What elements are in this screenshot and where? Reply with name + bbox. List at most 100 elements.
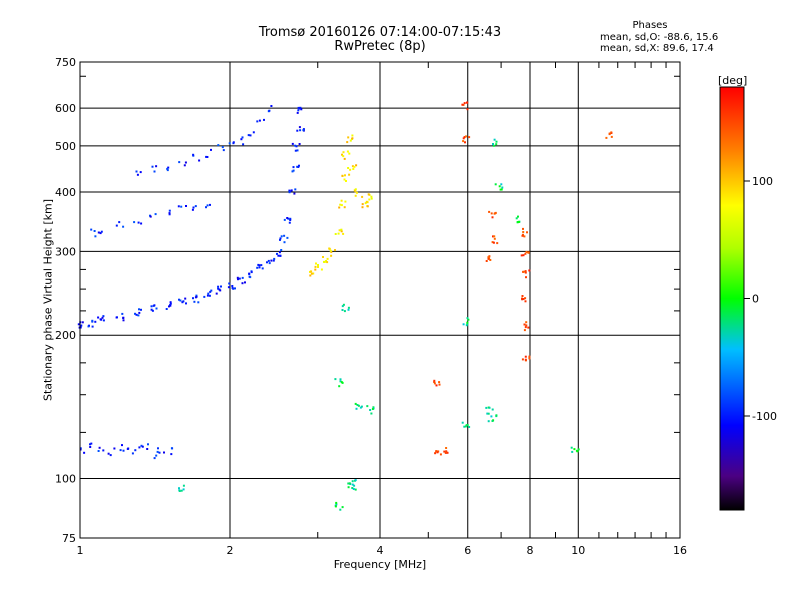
echo-point [326, 257, 329, 260]
echo-point [351, 480, 354, 483]
echo-point [369, 409, 372, 411]
echo-point [158, 451, 161, 454]
echo-point [289, 219, 292, 221]
echo-point [171, 447, 174, 450]
echo-point [178, 487, 180, 490]
echo-point [366, 405, 369, 408]
echo-point [351, 165, 354, 168]
plot-frame [79, 61, 681, 539]
echo-point [93, 230, 96, 232]
echo-point [464, 141, 466, 144]
echo-point [131, 452, 134, 455]
echo-point [522, 227, 524, 230]
echo-point [191, 208, 194, 211]
echo-point [493, 212, 496, 215]
echo-point [523, 329, 526, 332]
echo-point [215, 292, 218, 295]
echo-point [608, 133, 611, 136]
echo-point [273, 257, 276, 260]
echo-point [435, 450, 438, 453]
echo-point [185, 205, 187, 207]
echo-point [322, 256, 324, 258]
echo-point [185, 302, 187, 305]
echo-point [293, 192, 296, 195]
echo-point [320, 268, 323, 271]
grid-lines [80, 62, 680, 538]
echo-point [146, 448, 149, 450]
echo-point [354, 402, 357, 405]
echo-point [365, 200, 368, 203]
echo-point [151, 165, 154, 168]
echo-point [492, 241, 495, 244]
echo-point [260, 264, 263, 267]
echo-point [206, 294, 209, 297]
echo-point [178, 298, 180, 301]
echo-point [525, 251, 528, 253]
echo-point [317, 264, 319, 266]
echo-point [438, 383, 441, 386]
echo-point [138, 311, 141, 314]
echo-point [206, 156, 209, 158]
echo-point [353, 484, 356, 487]
echo-point [168, 209, 171, 212]
echo-point [240, 138, 243, 141]
echo-point [463, 425, 466, 428]
echo-point [314, 268, 317, 271]
x-tick-label: 4 [377, 544, 384, 557]
y-tick-label: 600 [55, 102, 76, 115]
echo-point [372, 406, 375, 409]
chart-subtitle: RwPretec (8p) [334, 39, 426, 54]
echo-point [334, 378, 337, 381]
echo-point [99, 232, 102, 235]
echo-point [570, 446, 573, 449]
echo-point [345, 180, 347, 182]
echo-point [294, 188, 297, 191]
echo-point [150, 308, 153, 311]
echo-point [157, 447, 159, 450]
echo-point [286, 236, 289, 239]
echo-point [250, 271, 253, 274]
echo-point [137, 314, 140, 317]
echo-point [367, 193, 370, 196]
echo-point [443, 450, 446, 453]
echo-point [342, 303, 345, 306]
echo-point [491, 420, 494, 422]
echo-point [326, 261, 329, 264]
echo-point [258, 264, 261, 267]
echo-point [297, 109, 300, 112]
echo-point [526, 231, 528, 234]
echo-point [181, 301, 184, 304]
echo-point [523, 323, 526, 326]
echo-point [467, 318, 470, 321]
echo-point [334, 249, 336, 252]
echo-point [340, 228, 343, 231]
echo-point [270, 259, 273, 262]
echo-point [349, 168, 352, 171]
echo-point [339, 508, 342, 511]
echo-point [219, 289, 222, 292]
echo-point [272, 259, 275, 262]
echo-point [521, 295, 524, 297]
echo-point [140, 444, 143, 447]
echo-point [290, 189, 293, 192]
echo-point [317, 266, 319, 268]
echo-point [115, 316, 118, 319]
echo-point [79, 448, 82, 451]
echo-point [241, 136, 244, 139]
echo-point [495, 143, 498, 146]
echo-point [433, 382, 436, 385]
echo-point [527, 251, 530, 254]
echo-point [342, 232, 345, 235]
echo-point [151, 309, 154, 312]
echo-point [340, 230, 343, 233]
echo-point [525, 324, 528, 327]
echo-point [352, 488, 355, 490]
echo-point [343, 206, 346, 209]
echo-point [209, 290, 212, 293]
echo-point [330, 251, 333, 253]
echo-point [330, 254, 333, 257]
echo-point [352, 168, 355, 170]
echo-point [97, 316, 100, 319]
echo-point [334, 233, 337, 235]
echo-point [487, 256, 490, 259]
